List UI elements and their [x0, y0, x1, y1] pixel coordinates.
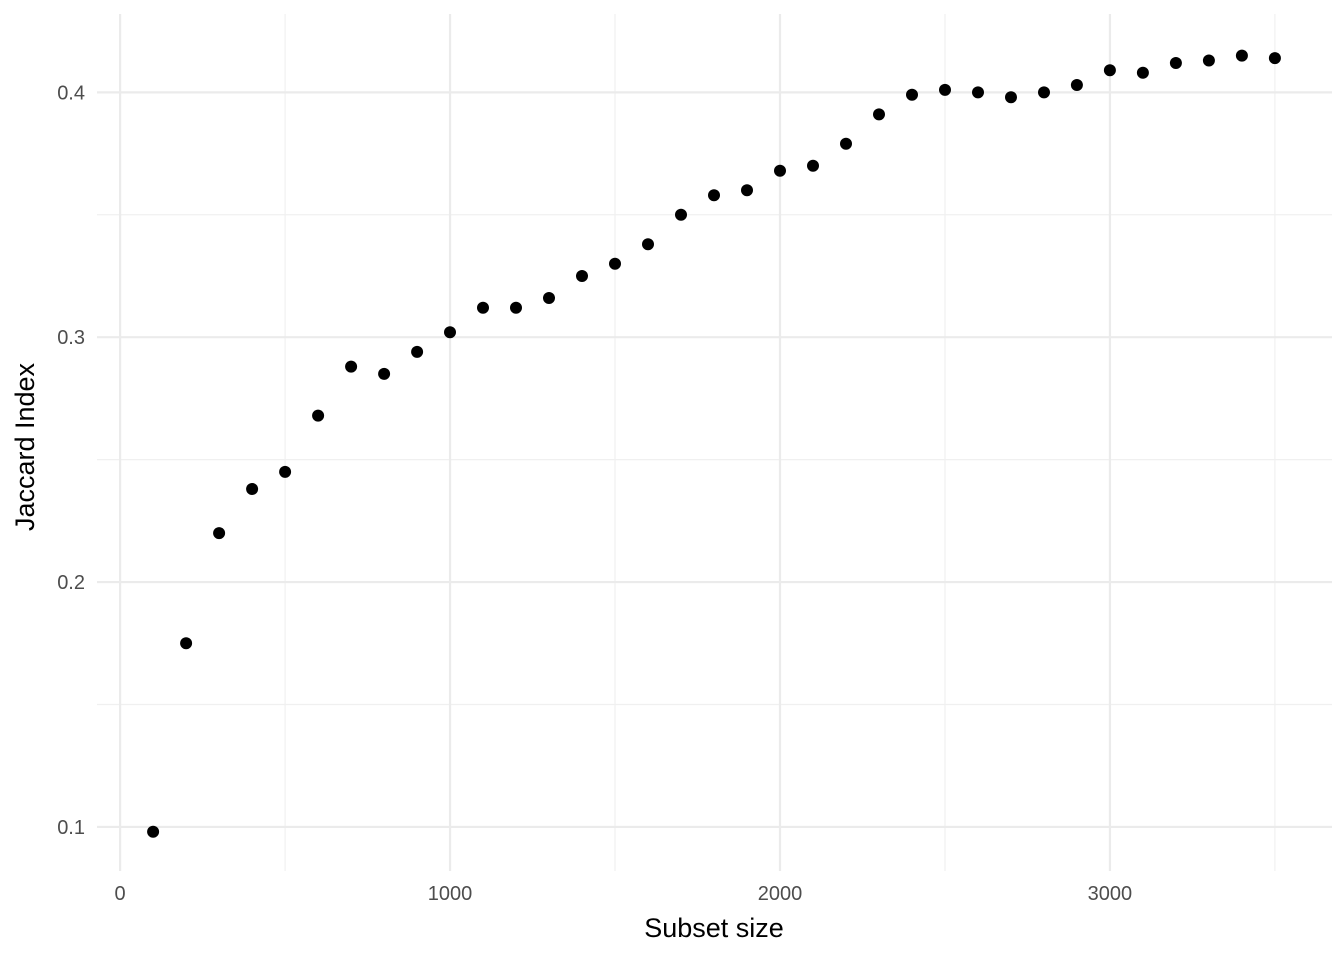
data-points — [147, 49, 1281, 838]
data-point — [378, 367, 391, 380]
data-point — [510, 301, 522, 314]
data-point — [444, 326, 456, 339]
data-point — [807, 159, 819, 172]
data-point — [906, 88, 918, 101]
data-point — [609, 257, 621, 270]
data-point — [840, 137, 852, 150]
data-point — [774, 164, 786, 177]
data-point — [576, 270, 588, 282]
minor-gridlines — [97, 14, 1332, 871]
data-point — [180, 637, 193, 650]
data-point — [411, 345, 424, 358]
data-point — [675, 208, 687, 221]
data-point — [543, 292, 555, 304]
data-point — [642, 238, 654, 251]
data-point — [279, 465, 292, 478]
data-point — [741, 184, 753, 197]
x-tick-label: 0 — [115, 883, 126, 905]
data-point — [972, 86, 984, 99]
data-point — [1070, 79, 1083, 91]
y-axis-title: Jaccard Index — [10, 362, 40, 531]
data-point — [477, 301, 489, 314]
data-point — [873, 108, 885, 121]
x-axis-tick-labels: 0 1000 2000 3000 — [115, 883, 1133, 905]
x-tick-label: 1000 — [428, 883, 473, 905]
data-point — [1038, 86, 1050, 99]
data-point — [246, 483, 259, 495]
data-point — [1235, 49, 1248, 62]
y-tick-label: 0.3 — [57, 327, 85, 349]
data-point — [312, 409, 325, 422]
data-point — [1005, 91, 1017, 104]
x-tick-label: 2000 — [758, 883, 803, 905]
x-tick-label: 3000 — [1088, 883, 1133, 905]
data-point — [1202, 54, 1215, 67]
data-point — [147, 825, 160, 838]
y-tick-label: 0.1 — [57, 817, 85, 839]
data-point — [345, 360, 358, 373]
data-point — [213, 527, 226, 540]
major-gridlines — [97, 14, 1332, 871]
data-point — [1103, 64, 1116, 77]
data-point — [1136, 66, 1149, 79]
y-tick-label: 0.4 — [57, 82, 85, 104]
y-axis-tick-labels: 0.1 0.2 0.3 0.4 — [57, 82, 85, 839]
data-point — [1268, 52, 1281, 65]
x-axis-title: Subset size — [644, 913, 784, 943]
y-tick-label: 0.2 — [57, 572, 85, 594]
data-point — [708, 189, 720, 202]
data-point — [1169, 57, 1182, 69]
data-point — [939, 83, 951, 96]
